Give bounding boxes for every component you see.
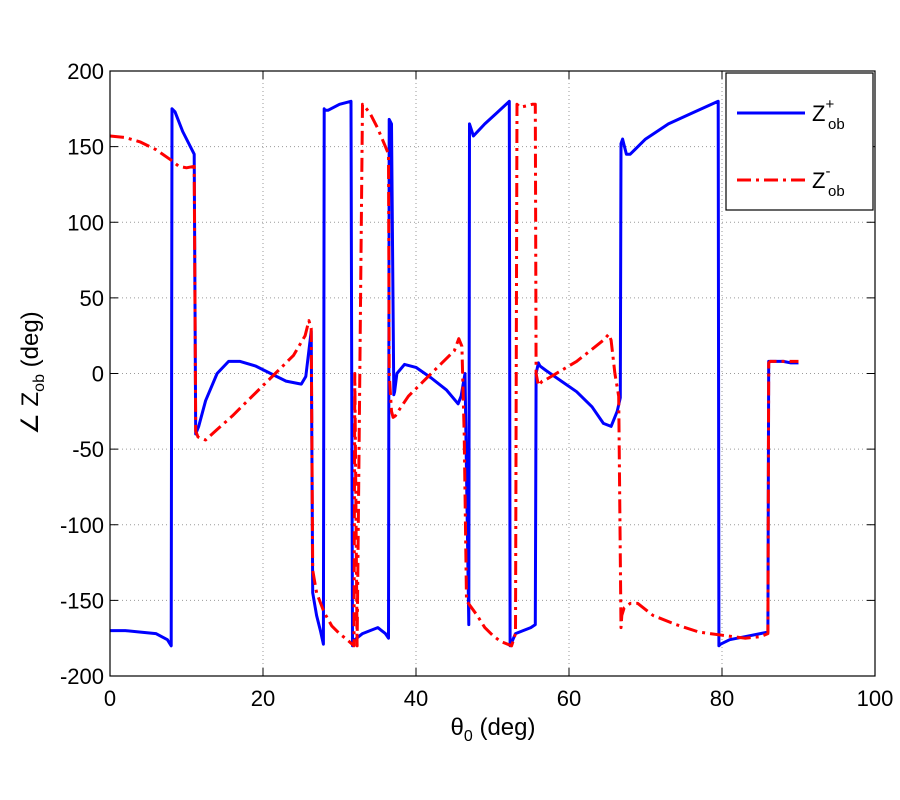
series-line-z-ob-plus	[110, 99, 799, 648]
legend-sup: +	[825, 96, 834, 113]
legend-sup: -	[825, 163, 830, 180]
x-tick-label: 60	[557, 686, 581, 711]
y-tick-label: 200	[67, 59, 104, 84]
y-tick-label: 50	[80, 286, 104, 311]
x-tick-label: 100	[857, 686, 894, 711]
legend: Z+ ob Z-ob	[725, 72, 874, 211]
legend-base: Z	[812, 168, 825, 193]
x-axis-subscript: 0	[464, 728, 473, 745]
y-tick-label: -200	[60, 664, 104, 689]
y-tick-label: -50	[72, 437, 104, 462]
x-tick-label: 40	[404, 686, 428, 711]
x-axis-symbol: θ	[451, 714, 464, 741]
x-tick-label: 80	[710, 686, 734, 711]
legend-box	[725, 72, 874, 211]
y-axis-label: ∠ Zob (deg)	[17, 311, 48, 434]
legend-label-z-ob-minus: Z- ob	[812, 163, 845, 200]
y-axis-prefix: ∠ Z	[17, 392, 44, 435]
y-tick-label: 100	[67, 210, 104, 235]
legend-base: Z	[812, 101, 825, 126]
y-tick-label: 0	[92, 362, 104, 387]
grid-lines	[110, 71, 875, 676]
legend-sub: ob	[828, 183, 845, 200]
x-tick-label: 20	[251, 686, 275, 711]
y-tick-label: -100	[60, 513, 104, 538]
legend-label-z-ob-plus: Z+ ob	[812, 96, 845, 133]
y-tick-label: -150	[60, 588, 104, 613]
x-tick-label: 0	[104, 686, 116, 711]
axis-ticks: 0 20 40 60 80 100 -200 -150 -100 -50 0 50 100 150 200	[60, 59, 893, 711]
y-tick-label: 150	[67, 135, 104, 160]
series-layer	[109, 99, 799, 648]
legend-sub: ob	[828, 116, 845, 133]
y-axis-subscript: ob	[31, 374, 48, 392]
series-line-z-ob-minus	[109, 102, 799, 648]
x-axis-unit: (deg)	[473, 714, 536, 741]
y-axis-unit: (deg)	[17, 311, 44, 374]
x-axis-label: θ0 (deg)	[451, 714, 536, 745]
